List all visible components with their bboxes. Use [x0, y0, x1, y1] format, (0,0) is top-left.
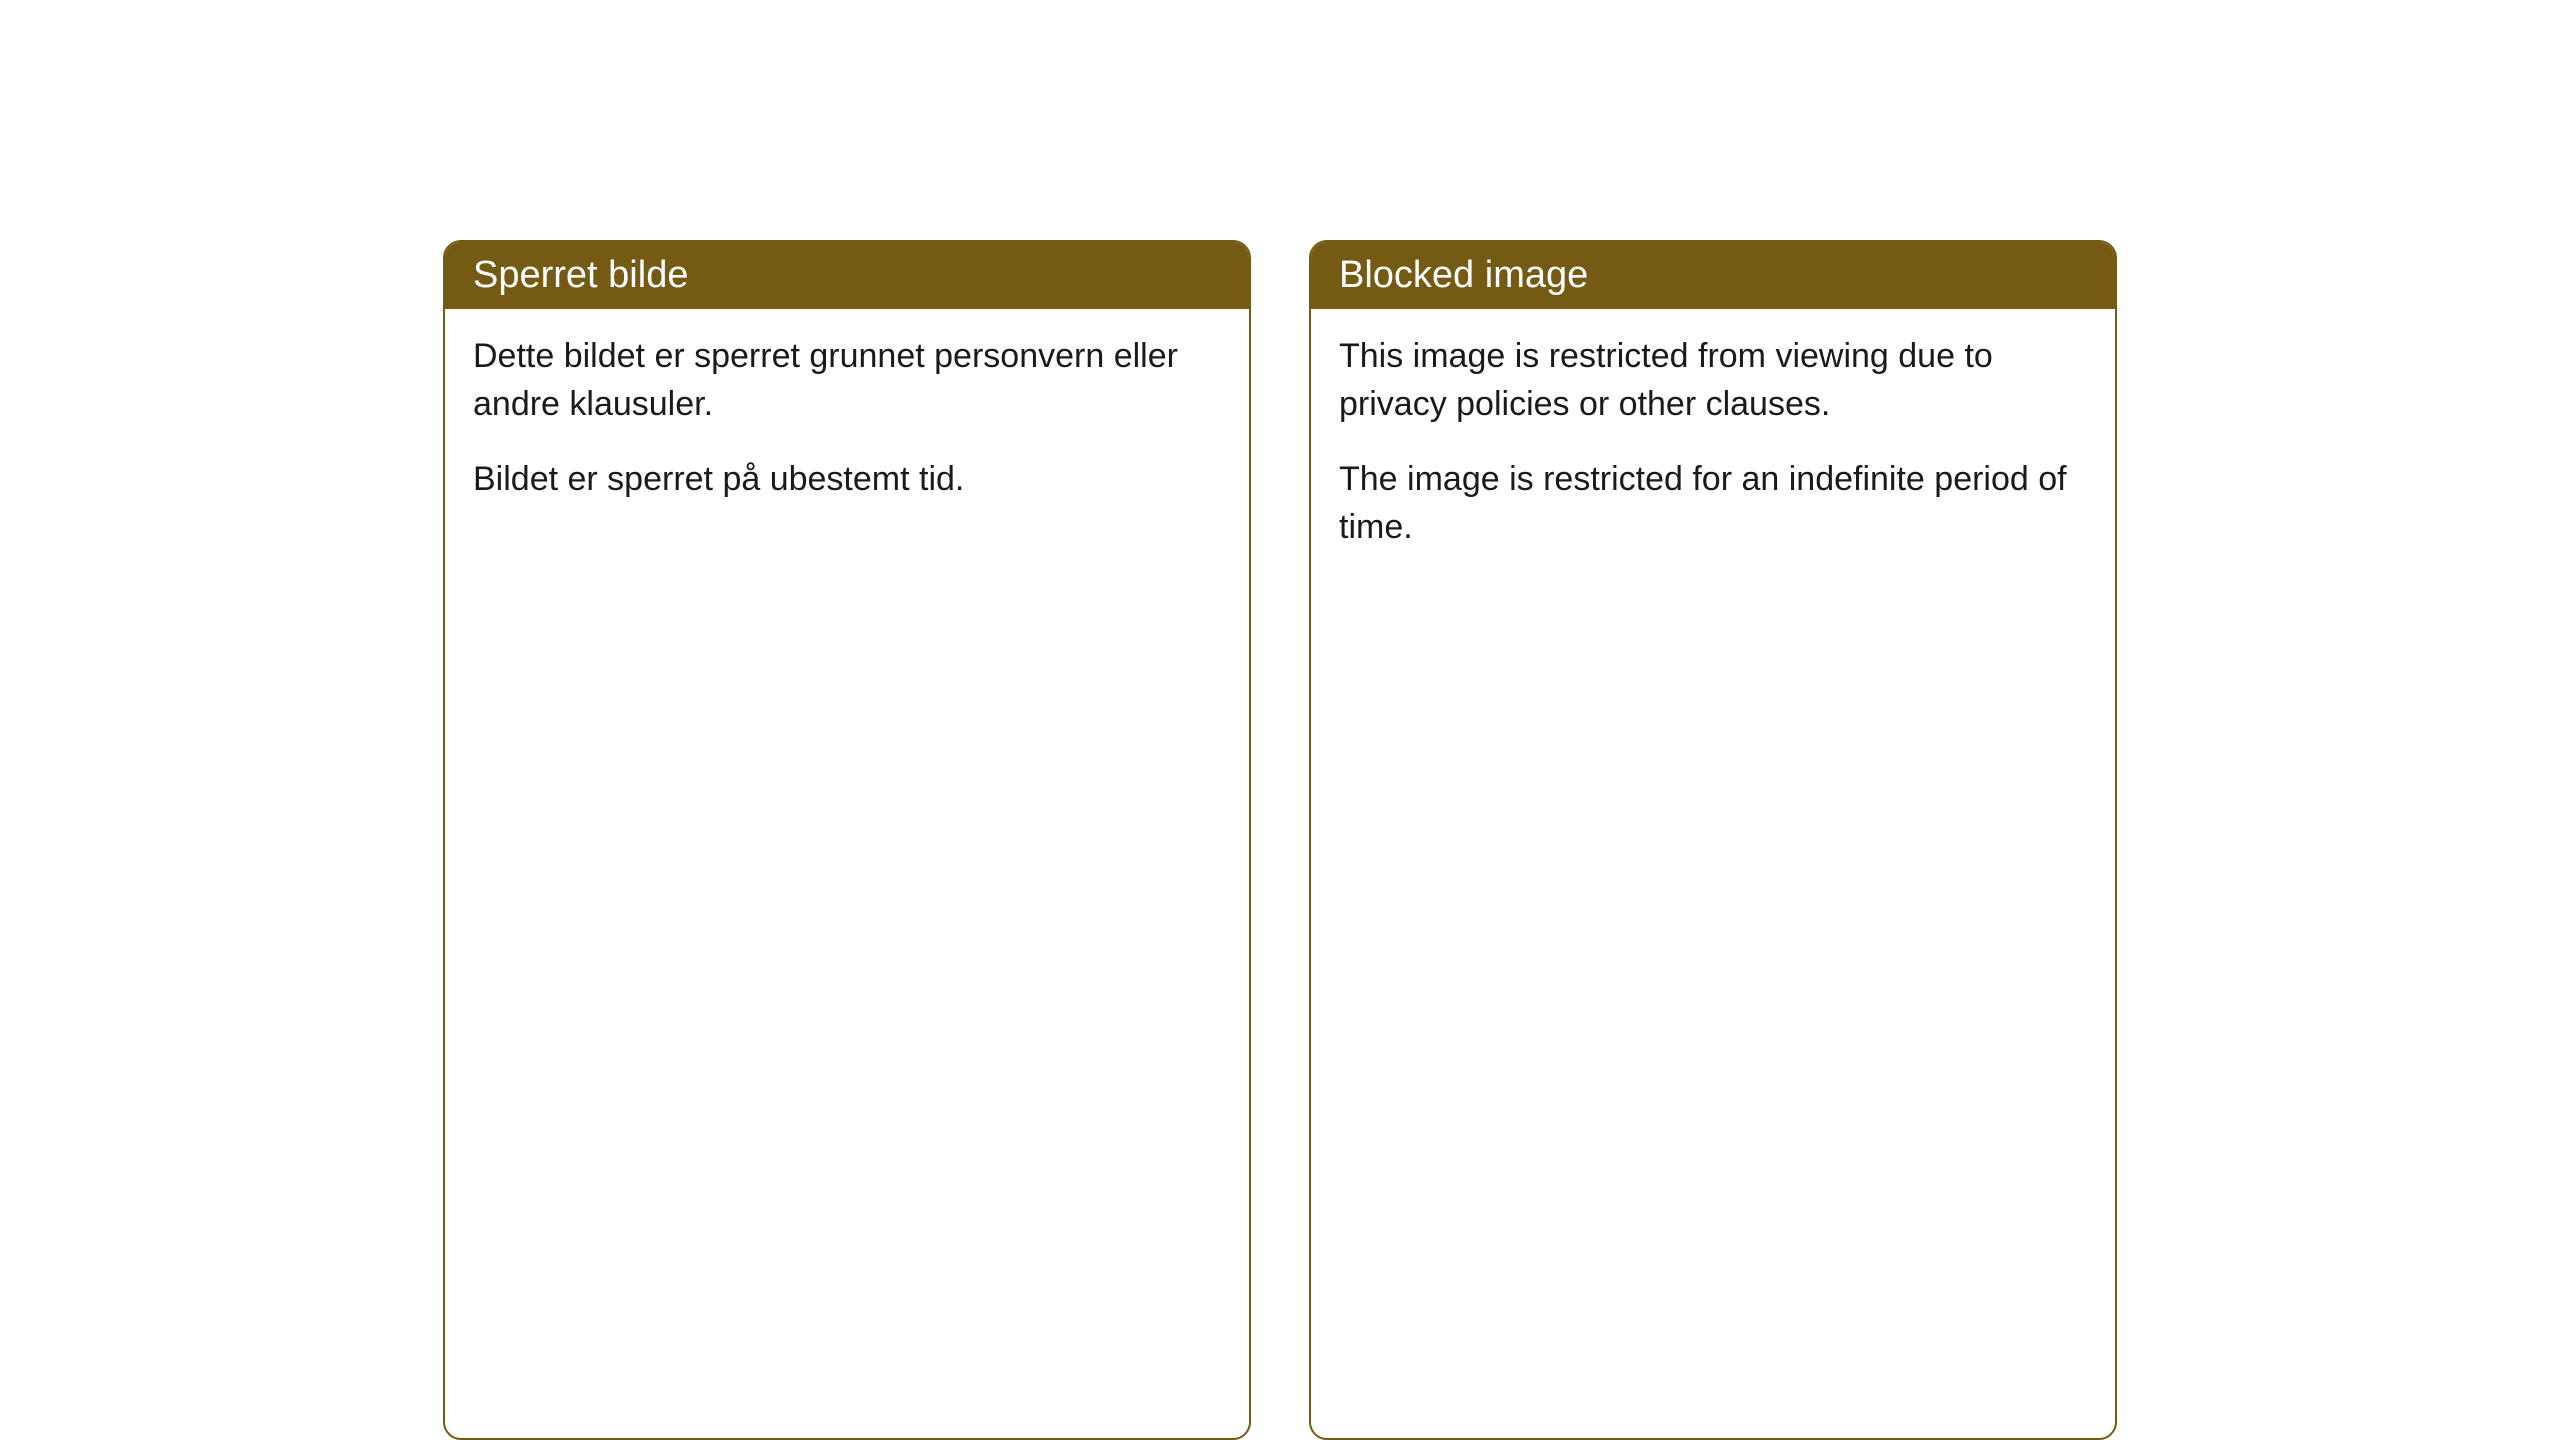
- card-paragraph: The image is restricted for an indefinit…: [1339, 456, 2087, 551]
- blocked-image-card-english: Blocked image This image is restricted f…: [1309, 240, 2117, 1440]
- card-paragraph: This image is restricted from viewing du…: [1339, 333, 2087, 428]
- card-header: Blocked image: [1311, 242, 2115, 309]
- card-body: This image is restricted from viewing du…: [1311, 309, 2115, 591]
- card-paragraph: Dette bildet er sperret grunnet personve…: [473, 333, 1221, 428]
- card-header: Sperret bilde: [445, 242, 1249, 309]
- card-body: Dette bildet er sperret grunnet personve…: [445, 309, 1249, 544]
- card-paragraph: Bildet er sperret på ubestemt tid.: [473, 456, 1221, 504]
- cards-container: Sperret bilde Dette bildet er sperret gr…: [443, 240, 2117, 1440]
- blocked-image-card-norwegian: Sperret bilde Dette bildet er sperret gr…: [443, 240, 1251, 1440]
